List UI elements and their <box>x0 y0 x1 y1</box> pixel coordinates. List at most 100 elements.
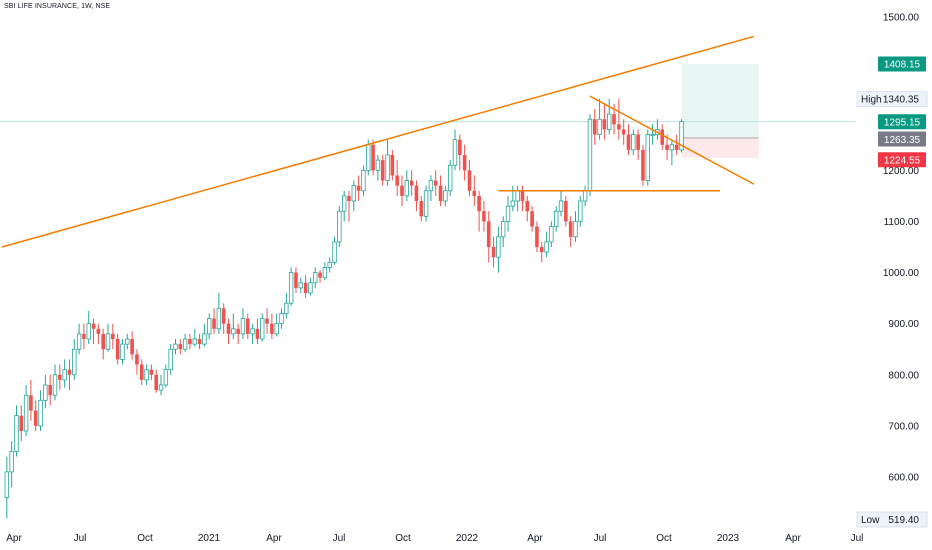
candle-body <box>578 200 583 222</box>
high-value: 1340.35 <box>883 95 920 106</box>
candle-body <box>467 170 472 191</box>
candle-body <box>19 415 24 431</box>
candle-body <box>423 190 429 217</box>
candle-body <box>318 272 322 278</box>
candle-body <box>544 241 549 253</box>
candle-body <box>270 323 274 334</box>
candle-body <box>539 247 544 253</box>
candle-series <box>4 98 684 519</box>
candle-body <box>641 149 645 181</box>
candle-body <box>274 323 279 335</box>
candle-body <box>419 201 424 217</box>
candle-body <box>390 155 395 176</box>
candle-body <box>197 339 202 345</box>
candle-body <box>240 318 246 335</box>
candle-body <box>395 175 399 186</box>
x-tick-label: Jul <box>594 533 607 544</box>
candle-body <box>38 399 43 427</box>
candle-body <box>645 134 650 181</box>
candle-body <box>433 180 438 186</box>
candle-body <box>515 190 520 202</box>
candle-body <box>86 323 91 340</box>
candle-body <box>665 144 669 150</box>
candle-body <box>650 134 655 136</box>
candle-body <box>452 139 458 166</box>
candle-body <box>226 323 231 334</box>
low-label: Low <box>861 515 880 526</box>
candle-body <box>491 247 496 258</box>
candle-body <box>617 124 621 130</box>
candle-body <box>178 344 183 350</box>
candle-body <box>510 200 516 207</box>
candle-body <box>602 119 607 130</box>
y-tick-label: 1000.00 <box>883 268 920 279</box>
y-tick-label: 600.00 <box>888 473 919 484</box>
candle-body <box>347 195 351 201</box>
candle-body <box>341 195 347 212</box>
candle-body <box>43 384 48 401</box>
candle-body <box>674 144 679 150</box>
target-zone <box>681 63 759 138</box>
candle-body <box>366 144 371 171</box>
candle-body <box>207 318 212 335</box>
candle-body <box>255 328 260 339</box>
candle-body <box>313 272 318 284</box>
price-labels: High 1340.35 Low 519.40 1408.15 1295.15 1263.3… <box>856 56 928 528</box>
trendline <box>589 95 755 185</box>
candle-body <box>679 121 684 151</box>
candle-body <box>82 333 86 339</box>
candle-body <box>168 348 173 371</box>
candle-body <box>192 338 197 345</box>
candle-body <box>356 185 361 191</box>
candle-body <box>564 201 568 222</box>
low-label-box <box>856 511 928 528</box>
candle-body <box>626 134 631 150</box>
candle-body <box>447 164 453 192</box>
x-tick-label: 2022 <box>456 533 479 544</box>
candle-body <box>337 210 342 243</box>
candle-body <box>482 211 486 222</box>
candle-body <box>125 338 130 345</box>
candle-body <box>130 339 134 355</box>
price-label-box-entry <box>878 131 926 147</box>
candle-body <box>308 282 313 294</box>
candle-body <box>505 205 511 222</box>
price-label-target: 1408.15 <box>884 60 921 71</box>
y-tick-label: 800.00 <box>888 370 919 381</box>
candle-body <box>231 328 236 335</box>
x-tick-label: Oct <box>395 533 411 544</box>
candle-body <box>91 323 96 329</box>
candle-body <box>327 261 332 268</box>
candle-body <box>612 114 616 125</box>
candle-body <box>96 328 101 334</box>
candle-body <box>554 210 559 227</box>
candle-body <box>592 119 597 135</box>
candle-body <box>188 339 192 345</box>
x-axis: Apr Jul Oct 2021 Apr Jul Oct 2022 Apr Jul Oct 2023 A… <box>6 533 863 544</box>
position-zones <box>681 63 759 158</box>
candle-body <box>351 185 357 202</box>
candle-body <box>486 221 491 247</box>
candle-body <box>115 339 120 360</box>
candle-body <box>14 415 19 452</box>
y-tick-label: 1200.00 <box>883 166 920 177</box>
candle-body <box>67 369 72 375</box>
candle-body <box>322 267 328 279</box>
y-tick-label: 1100.00 <box>884 217 920 228</box>
candle-body <box>404 180 410 197</box>
candle-body <box>669 144 675 151</box>
candle-body <box>371 144 375 171</box>
candle-body <box>558 200 564 212</box>
y-tick-label: 900.00 <box>888 319 919 330</box>
x-tick-label: Jul <box>333 533 346 544</box>
candle-body <box>4 471 10 498</box>
price-label-box-target <box>878 56 926 72</box>
candle-body <box>173 343 178 350</box>
candle-body <box>221 308 226 324</box>
candle-body <box>149 369 154 375</box>
candle-body <box>279 313 284 325</box>
candle-body <box>597 118 602 135</box>
candle-body <box>472 190 477 196</box>
trendline <box>1 35 754 248</box>
